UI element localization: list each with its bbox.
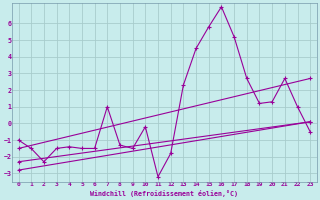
X-axis label: Windchill (Refroidissement éolien,°C): Windchill (Refroidissement éolien,°C) [90, 190, 238, 197]
